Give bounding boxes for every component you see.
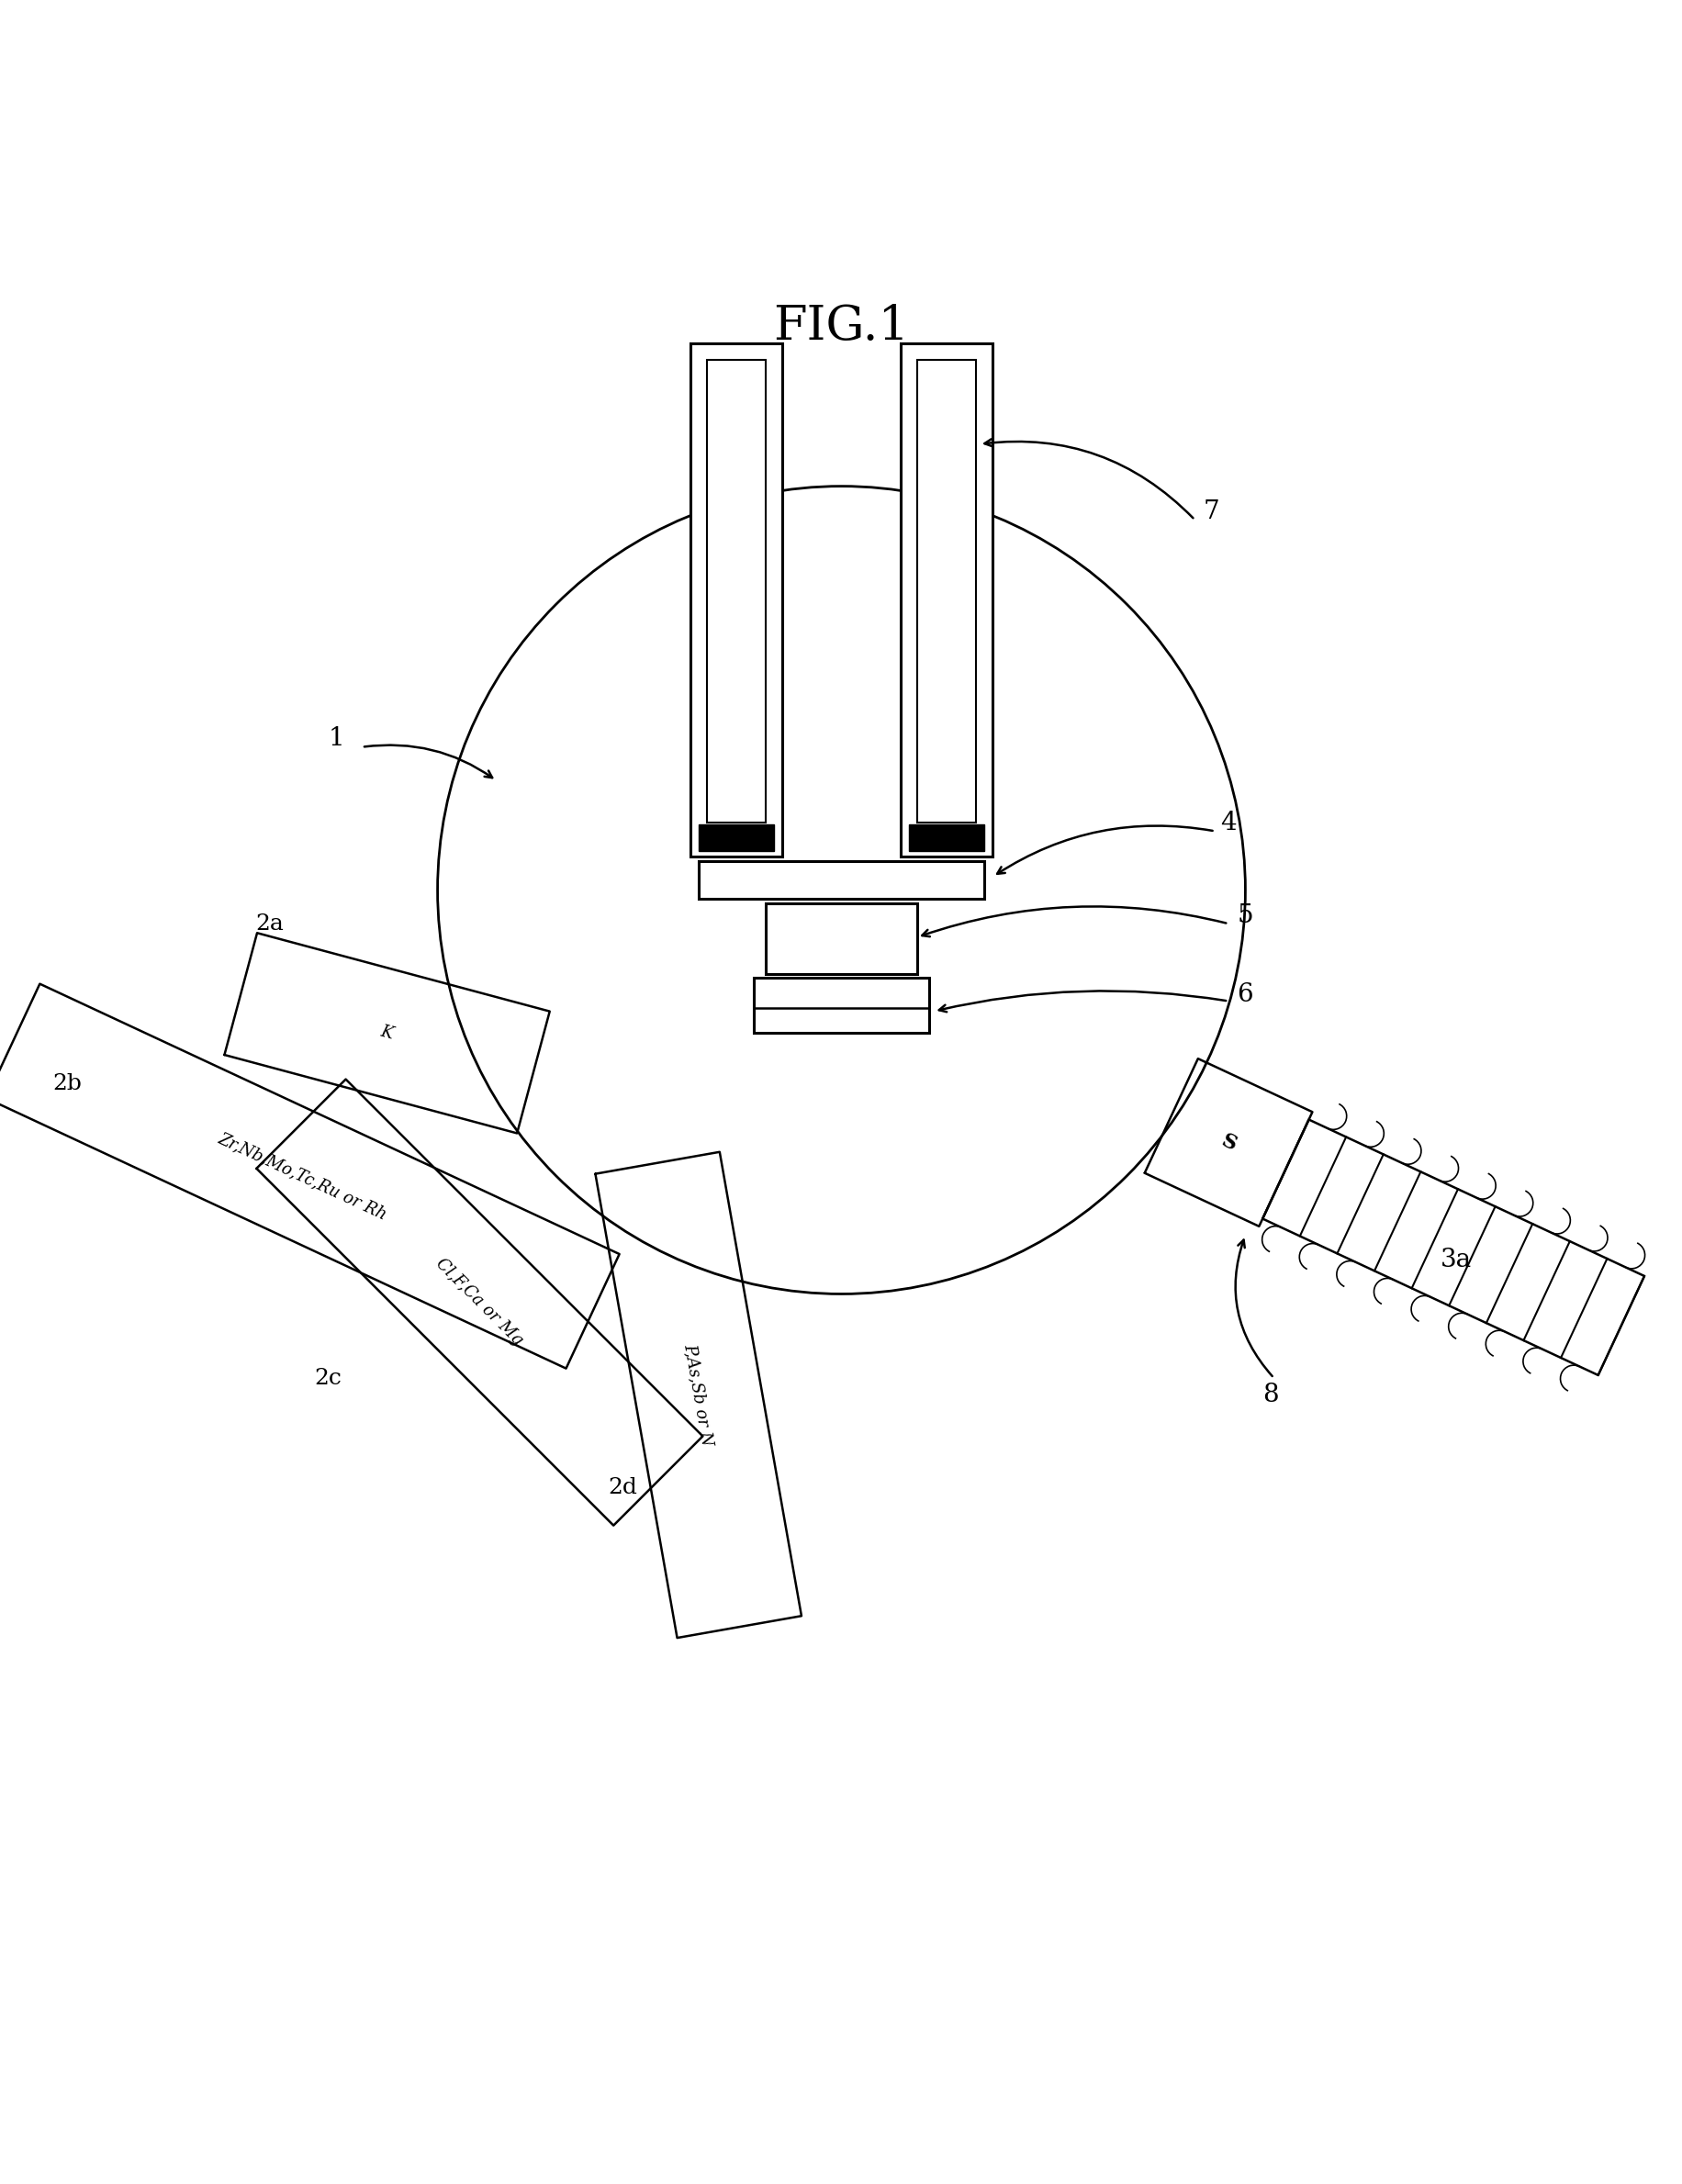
Text: P,As,Sb or N: P,As,Sb or N <box>681 1343 715 1448</box>
Text: Cl,F,Ca or Mg: Cl,F,Ca or Mg <box>432 1256 526 1350</box>
Text: 6: 6 <box>1236 983 1253 1007</box>
Text: 2d: 2d <box>607 1476 637 1498</box>
Bar <box>765 904 917 974</box>
Bar <box>900 343 992 856</box>
Bar <box>917 360 976 823</box>
Text: FIG.1: FIG.1 <box>774 304 908 349</box>
Text: Zr,Nb,Mo,Tc,Ru or Rh: Zr,Nb,Mo,Tc,Ru or Rh <box>215 1129 390 1223</box>
Text: 5: 5 <box>1236 902 1253 928</box>
Text: S: S <box>1216 1129 1240 1155</box>
Bar <box>698 860 984 898</box>
Bar <box>908 823 984 852</box>
Text: 2c: 2c <box>315 1367 341 1389</box>
Text: 7: 7 <box>1203 500 1219 524</box>
Bar <box>706 360 765 823</box>
Text: K: K <box>378 1024 395 1042</box>
Text: 2a: 2a <box>256 913 283 935</box>
Text: 4: 4 <box>1219 810 1236 834</box>
Bar <box>754 978 928 1033</box>
Text: 3a: 3a <box>1440 1247 1470 1273</box>
Text: 1: 1 <box>328 727 345 751</box>
Bar <box>690 343 782 856</box>
Bar <box>698 823 774 852</box>
Text: 2b: 2b <box>52 1072 82 1094</box>
Text: 8: 8 <box>1262 1382 1278 1406</box>
